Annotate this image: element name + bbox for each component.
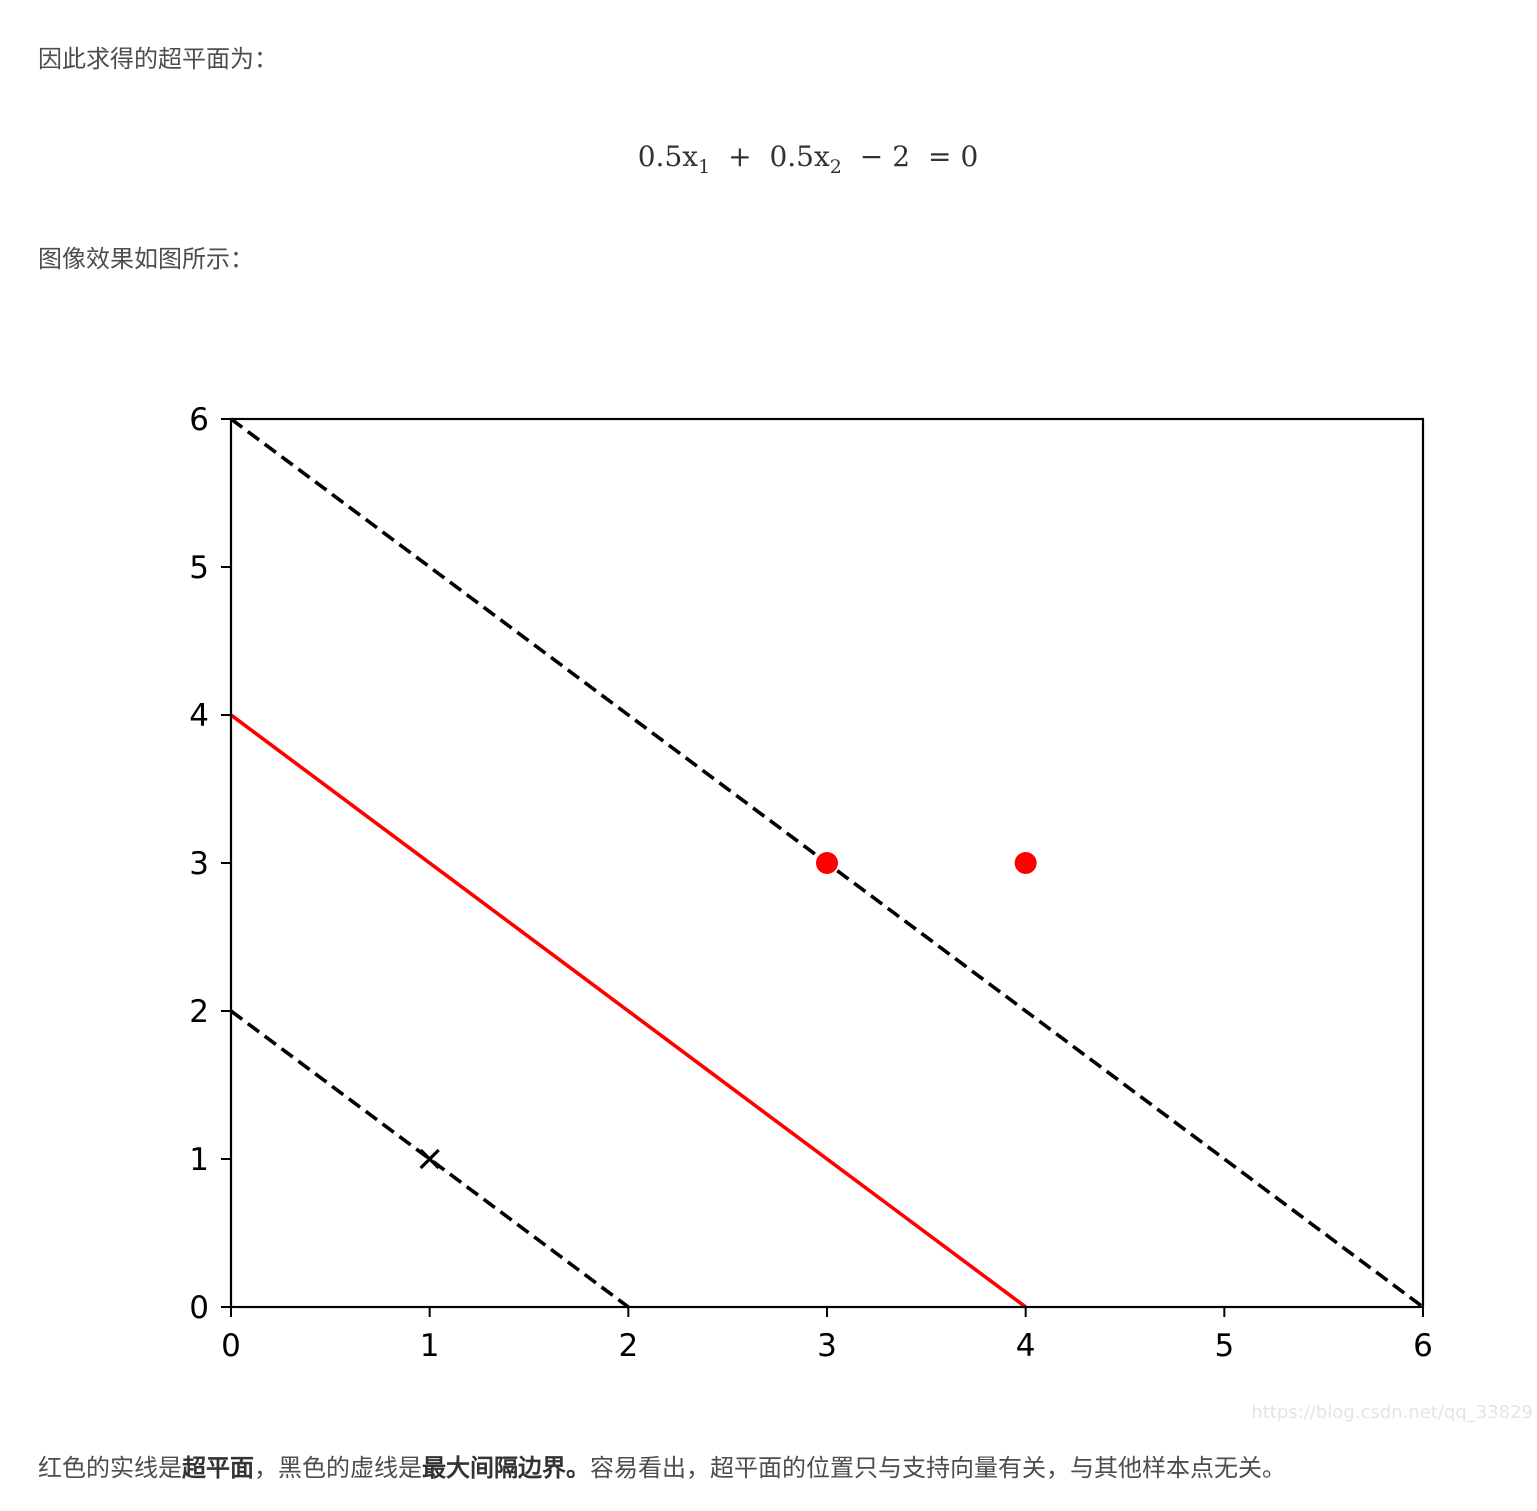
conclusion-bold-margin: 最大间隔边界 xyxy=(422,1454,566,1482)
hyperplane-line-0 xyxy=(229,713,1027,1309)
x-tick-label: 3 xyxy=(817,1328,837,1364)
figure-intro-text: 图像效果如图所示： xyxy=(38,245,254,273)
conclusion-bold-hyperplane: 超平面 xyxy=(182,1454,254,1482)
formula-equals: = xyxy=(927,140,952,173)
svm-hyperplane-chart: 0 1 2 3 4 5 6 0 1 2 3 4 5 6 xyxy=(189,402,1433,1364)
y-tick-label: 4 xyxy=(189,698,209,734)
formula-sub1: 1 xyxy=(698,156,711,178)
hyperplane-formula: 0.5x1 + 0.5x2 −2 = 0 xyxy=(0,140,1537,178)
positive-sample-point-0 xyxy=(816,852,838,874)
x-tick-label: 0 xyxy=(221,1328,241,1364)
margin-boundary-line-2 xyxy=(229,1009,630,1309)
negative-sample-cross-2 xyxy=(419,1148,440,1170)
x-tick-label: 2 xyxy=(618,1328,638,1364)
formula-minus: − xyxy=(859,140,884,173)
y-tick-label: 6 xyxy=(189,402,209,438)
watermark: https://blog.csdn.net/qq_33829 xyxy=(1251,1402,1533,1423)
x-tick-label: 4 xyxy=(1016,1328,1036,1364)
formula-sub2: 2 xyxy=(829,156,842,178)
intro-text: 因此求得的超平面为： xyxy=(38,45,278,73)
chart-points-layer xyxy=(419,852,1037,1170)
chart-ticks-layer: 0 1 2 3 4 5 6 0 1 2 3 4 5 6 xyxy=(189,402,1433,1364)
y-tick-label: 2 xyxy=(189,994,209,1030)
conclusion-part1: 红色的实线是 xyxy=(38,1454,182,1482)
formula-term1: 0.5x xyxy=(637,140,699,173)
formula-constant: 2 xyxy=(892,140,911,173)
conclusion-part3: 容易看出，超平面的位置只与支持向量有关，与其他样本点无关。 xyxy=(590,1454,1286,1482)
conclusion-part2: ，黑色的虚线是 xyxy=(254,1454,422,1482)
conclusion-bold-period: 。 xyxy=(566,1454,590,1482)
x-tick-label: 5 xyxy=(1214,1328,1234,1364)
y-tick-label: 3 xyxy=(189,846,209,882)
y-tick-label: 5 xyxy=(189,550,209,586)
y-tick-label: 0 xyxy=(189,1290,209,1326)
x-tick-label: 6 xyxy=(1413,1328,1433,1364)
conclusion-text: 红色的实线是超平面，黑色的虚线是最大间隔边界。容易看出，超平面的位置只与支持向量… xyxy=(38,1453,1286,1483)
y-tick-label: 1 xyxy=(189,1142,209,1178)
formula-rhs: 0 xyxy=(960,140,979,173)
formula-plus: + xyxy=(728,140,752,173)
cross-stroke-b xyxy=(419,1148,440,1170)
positive-sample-point-1 xyxy=(1014,852,1037,874)
formula-term2: 0.5x xyxy=(769,140,830,173)
x-tick-label: 1 xyxy=(420,1328,440,1364)
